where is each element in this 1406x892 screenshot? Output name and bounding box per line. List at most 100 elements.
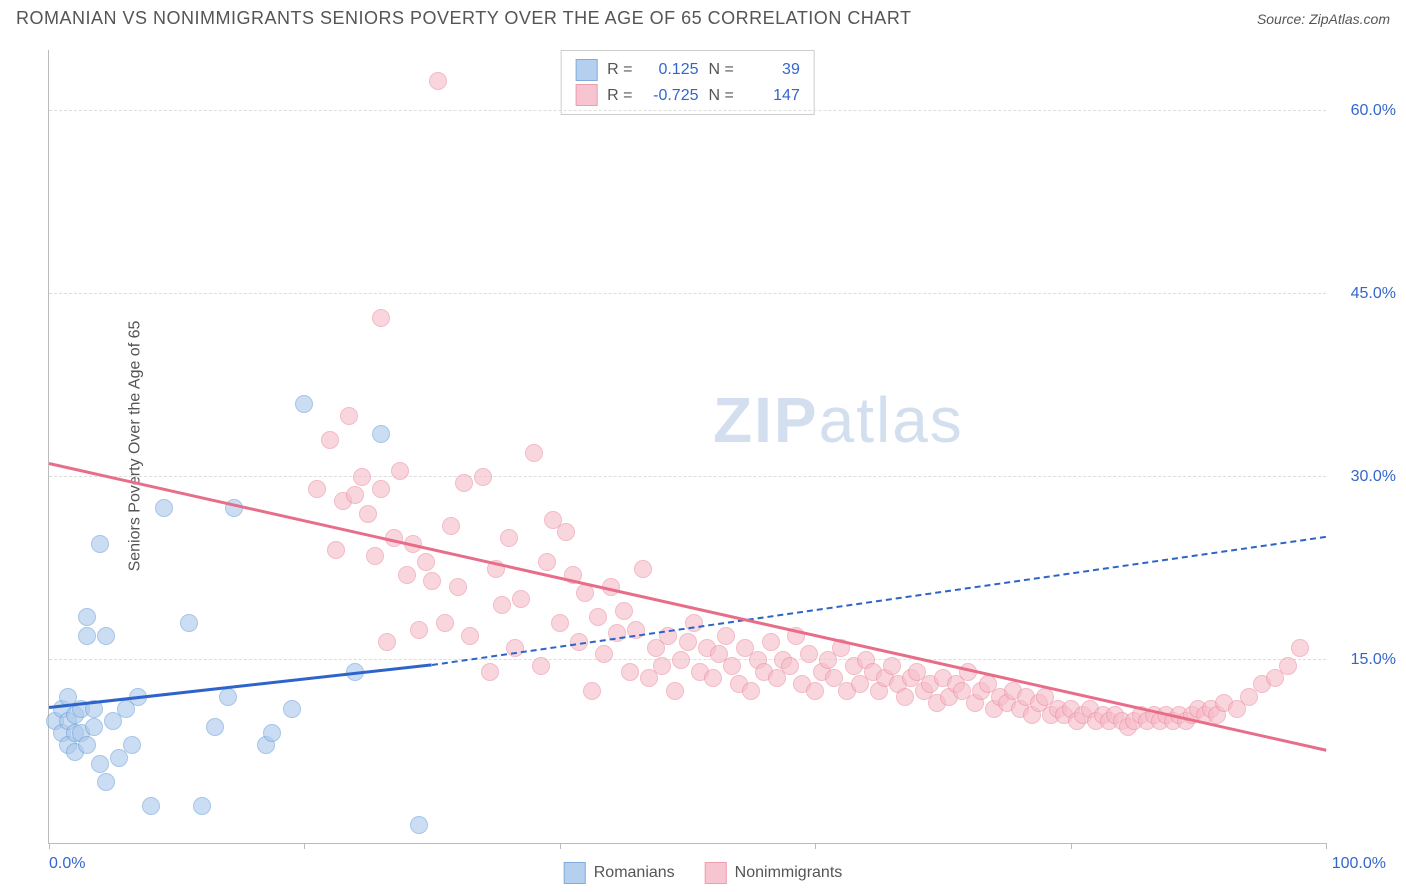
y-tick-label: 60.0% xyxy=(1336,102,1396,120)
data-point xyxy=(481,663,499,681)
x-tick-label-right: 100.0% xyxy=(1332,855,1386,873)
x-tick xyxy=(1071,843,1072,849)
data-point xyxy=(500,529,518,547)
data-point xyxy=(442,517,460,535)
data-point xyxy=(493,596,511,614)
data-point xyxy=(391,462,409,480)
data-point xyxy=(685,614,703,632)
gridline xyxy=(49,293,1326,294)
data-point xyxy=(378,633,396,651)
data-point xyxy=(417,553,435,571)
data-point xyxy=(461,627,479,645)
watermark-text-b: atlas xyxy=(819,384,964,456)
data-point xyxy=(142,797,160,815)
data-point xyxy=(781,657,799,675)
r-label: R = xyxy=(607,83,632,109)
data-point xyxy=(742,682,760,700)
data-point xyxy=(1291,639,1309,657)
data-point xyxy=(78,608,96,626)
data-point xyxy=(359,505,377,523)
data-point xyxy=(512,590,530,608)
data-point xyxy=(717,627,735,645)
data-point xyxy=(595,645,613,663)
watermark-text-a: ZIP xyxy=(713,384,819,456)
data-point xyxy=(557,523,575,541)
data-point xyxy=(896,688,914,706)
data-point xyxy=(666,682,684,700)
n-value-nonimmigrants: 147 xyxy=(744,83,800,109)
data-point xyxy=(366,547,384,565)
x-tick xyxy=(560,843,561,849)
legend-item-nonimmigrants: Nonimmigrants xyxy=(705,862,843,884)
data-point xyxy=(723,657,741,675)
data-point xyxy=(672,651,690,669)
data-point xyxy=(634,560,652,578)
data-point xyxy=(372,309,390,327)
data-point xyxy=(398,566,416,584)
n-label: N = xyxy=(709,83,734,109)
bottom-legend: Romanians Nonimmigrants xyxy=(564,862,843,884)
n-label: N = xyxy=(709,57,734,83)
data-point xyxy=(883,657,901,675)
data-point xyxy=(410,816,428,834)
x-tick-label-left: 0.0% xyxy=(49,855,85,873)
y-tick-label: 30.0% xyxy=(1336,468,1396,486)
data-point xyxy=(321,431,339,449)
data-point xyxy=(78,627,96,645)
legend-item-romanians: Romanians xyxy=(564,862,675,884)
data-point xyxy=(180,614,198,632)
data-point xyxy=(806,682,824,700)
x-tick xyxy=(49,843,50,849)
data-point xyxy=(762,633,780,651)
legend-swatch-romanians xyxy=(564,862,586,884)
trend-line xyxy=(49,462,1327,752)
n-value-romanians: 39 xyxy=(744,57,800,83)
data-point xyxy=(436,614,454,632)
data-point xyxy=(679,633,697,651)
r-value-romanians: 0.125 xyxy=(643,57,699,83)
chart-title: ROMANIAN VS NONIMMIGRANTS SENIORS POVERT… xyxy=(16,8,912,29)
swatch-nonimmigrants xyxy=(575,84,597,106)
data-point xyxy=(589,608,607,626)
swatch-romanians xyxy=(575,59,597,81)
gridline xyxy=(49,110,1326,111)
data-point xyxy=(551,614,569,632)
data-point xyxy=(800,645,818,663)
data-point xyxy=(621,663,639,681)
data-point xyxy=(538,553,556,571)
data-point xyxy=(91,535,109,553)
data-point xyxy=(429,72,447,90)
data-point xyxy=(615,602,633,620)
data-point xyxy=(97,627,115,645)
data-point xyxy=(704,669,722,687)
data-point xyxy=(532,657,550,675)
gridline xyxy=(49,476,1326,477)
x-tick xyxy=(304,843,305,849)
data-point xyxy=(372,425,390,443)
data-point xyxy=(91,755,109,773)
stats-row-romanians: R = 0.125 N = 39 xyxy=(575,57,800,83)
data-point xyxy=(308,480,326,498)
trend-line xyxy=(49,663,432,709)
data-point xyxy=(295,395,313,413)
r-value-nonimmigrants: -0.725 xyxy=(643,83,699,109)
legend-label-nonimmigrants: Nonimmigrants xyxy=(735,864,843,882)
data-point xyxy=(78,736,96,754)
data-point xyxy=(85,718,103,736)
x-tick xyxy=(1326,843,1327,849)
trend-line-extrapolated xyxy=(432,536,1326,666)
data-point xyxy=(206,718,224,736)
data-point xyxy=(263,724,281,742)
scatter-chart: ZIPatlas R = 0.125 N = 39 R = -0.725 N =… xyxy=(48,50,1326,844)
data-point xyxy=(193,797,211,815)
chart-header: ROMANIAN VS NONIMMIGRANTS SENIORS POVERT… xyxy=(0,0,1406,29)
x-tick xyxy=(815,843,816,849)
data-point xyxy=(410,621,428,639)
y-tick-label: 45.0% xyxy=(1336,285,1396,303)
data-point xyxy=(346,486,364,504)
data-point xyxy=(525,444,543,462)
data-point xyxy=(653,657,671,675)
stats-row-nonimmigrants: R = -0.725 N = 147 xyxy=(575,83,800,109)
r-label: R = xyxy=(607,57,632,83)
legend-swatch-nonimmigrants xyxy=(705,862,727,884)
